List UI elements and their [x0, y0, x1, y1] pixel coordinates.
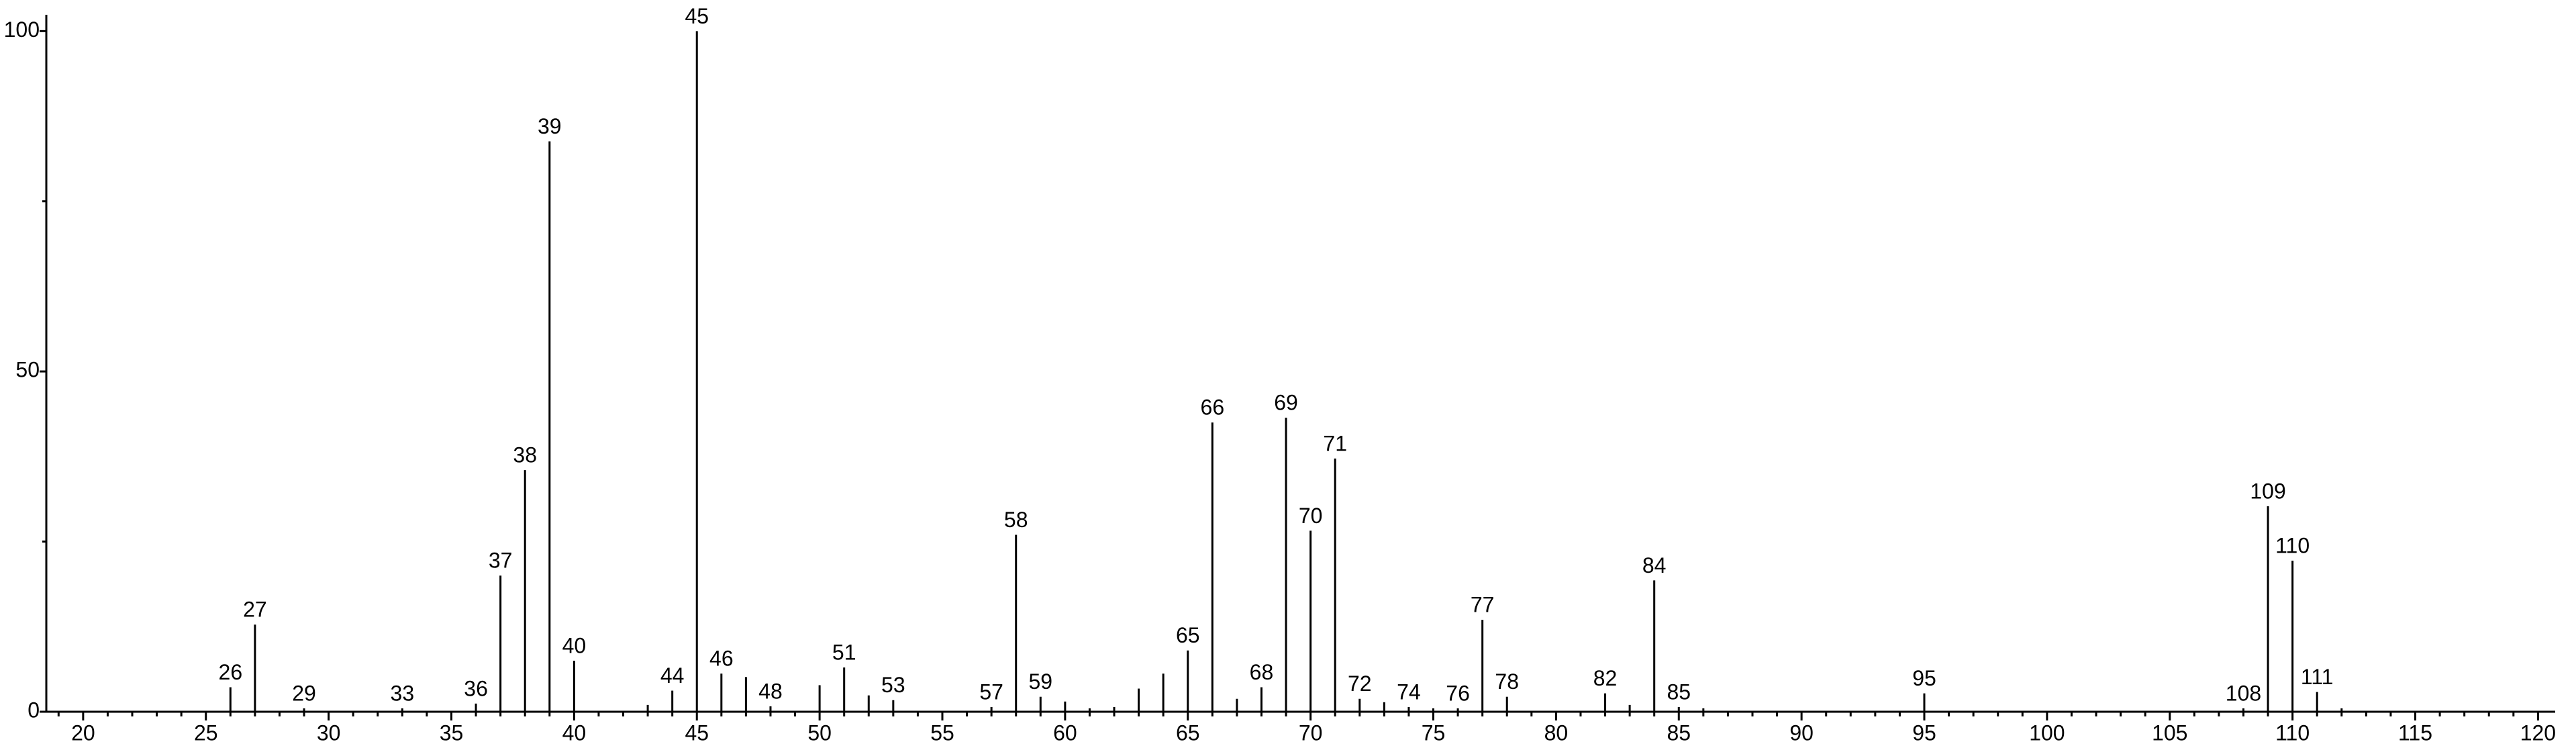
x-tick-label: 110 [2275, 720, 2310, 745]
peak-label: 37 [489, 549, 513, 573]
x-tick-label: 80 [1544, 720, 1569, 745]
x-tick-label: 100 [2029, 720, 2065, 745]
y-tick-label: 100 [4, 17, 40, 42]
peak-label: 29 [292, 681, 316, 705]
x-tick-label: 115 [2398, 720, 2432, 745]
peak-label: 46 [709, 647, 734, 671]
peak-label: 33 [391, 681, 415, 705]
x-tick-label: 40 [562, 720, 587, 745]
peak-label: 111 [2301, 665, 2334, 689]
peak-label: 40 [562, 633, 587, 657]
peak-label: 45 [685, 4, 709, 28]
x-tick-label: 75 [1422, 720, 1446, 745]
x-tick-label: 65 [1176, 720, 1200, 745]
peak-label: 78 [1495, 669, 1519, 694]
peak-label: 95 [1912, 666, 1936, 690]
y-tick-label: 0 [28, 698, 40, 722]
peak-label: 71 [1323, 431, 1347, 455]
peak-label: 74 [1397, 680, 1421, 704]
x-tick-label: 50 [807, 720, 832, 745]
x-tick-label: 45 [685, 720, 709, 745]
peak-label: 70 [1299, 504, 1323, 528]
peak-label: 58 [1004, 508, 1028, 532]
peak-label: 27 [243, 598, 267, 622]
peak-label: 66 [1201, 395, 1225, 420]
x-tick-label: 35 [440, 720, 464, 745]
peak-label: 84 [1642, 553, 1667, 577]
peak-label: 57 [979, 680, 1003, 704]
x-tick-label: 105 [2152, 720, 2187, 745]
peak-label: 110 [2275, 533, 2310, 557]
peak-label: 109 [2250, 479, 2285, 503]
peak-label: 26 [219, 660, 243, 684]
peak-label: 82 [1593, 666, 1618, 690]
peak-label: 108 [2226, 681, 2261, 705]
x-tick-label: 25 [194, 720, 218, 745]
x-tick-label: 85 [1667, 720, 1691, 745]
peak-label: 38 [513, 443, 537, 467]
peak-label: 48 [758, 679, 783, 703]
peak-label: 85 [1667, 680, 1691, 704]
peak-label: 65 [1176, 623, 1200, 647]
peak-label: 76 [1446, 681, 1470, 705]
peak-label: 44 [660, 663, 685, 688]
x-tick-label: 60 [1053, 720, 1077, 745]
peak-label: 36 [464, 676, 488, 700]
x-tick-label: 55 [930, 720, 954, 745]
x-tick-label: 70 [1299, 720, 1323, 745]
peak-label: 69 [1274, 391, 1298, 415]
x-tick-label: 20 [71, 720, 95, 745]
y-tick-label: 50 [15, 358, 40, 382]
peak-label: 39 [538, 114, 562, 138]
peak-label: 72 [1348, 671, 1372, 696]
peak-label: 68 [1250, 660, 1274, 684]
peak-label: 59 [1029, 669, 1053, 694]
peak-label: 77 [1471, 593, 1495, 617]
x-tick-label: 95 [1912, 720, 1936, 745]
x-tick-label: 120 [2520, 720, 2556, 745]
peak-label: 51 [832, 641, 856, 665]
x-tick-label: 30 [317, 720, 341, 745]
x-tick-label: 90 [1789, 720, 1814, 745]
peak-label: 53 [881, 673, 905, 697]
